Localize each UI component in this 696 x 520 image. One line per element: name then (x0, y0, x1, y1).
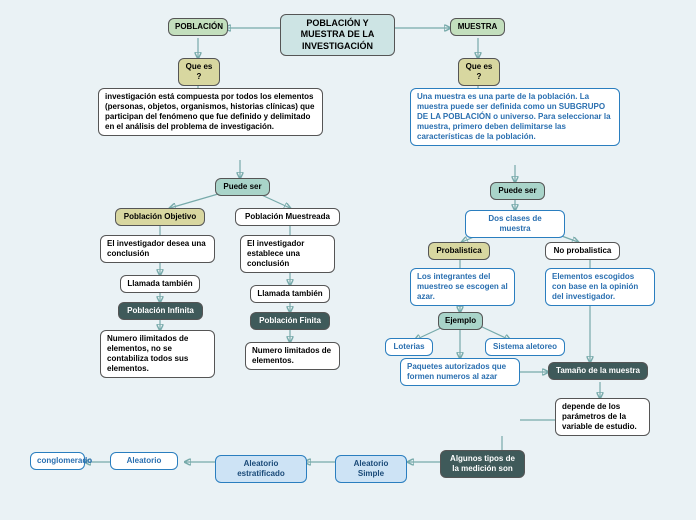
pob-infinita: Población Infinita (118, 302, 203, 320)
pob-muestreada: Población Muestreada (235, 208, 340, 226)
muestra-def: Una muestra es una parte de la población… (410, 88, 620, 146)
noprob-desc: Elementos escogidos con base en la opini… (545, 268, 655, 306)
poblacion-puede: Puede ser (215, 178, 270, 196)
muestra-que: Que es ? (458, 58, 500, 86)
loterias: Loterias (385, 338, 433, 356)
root-title: POBLACIÓN Y MUESTRA DE LA INVESTIGACIÓN (280, 14, 395, 56)
tamano-muestra: Tamaño de la muestra (548, 362, 648, 380)
pob-finita: Población Finita (250, 312, 330, 330)
poblacion-def: investigación está compuesta por todos l… (98, 88, 323, 136)
aleatorio-label: Aleatorio (110, 452, 178, 470)
poblacion-node: POBLACIÓN (168, 18, 228, 36)
pob-obj-desc: El investigador desea una conclusión (100, 235, 215, 263)
pob-mue-desc: El investigador establece una conclusión (240, 235, 335, 273)
poblacion-que: Que es ? (178, 58, 220, 86)
paquetes: Paquetes autorizados que formen numeros … (400, 358, 520, 386)
dos-clases: Dos clases de muestra (465, 210, 565, 238)
aleatorio-estratificado: Aleatorio estratificado (215, 455, 307, 483)
aleatorio-simple: Aleatorio Simple (335, 455, 407, 483)
pob-inf-det: Numero ilimitados de elementos, no se co… (100, 330, 215, 378)
ejemplo: Ejemplo (438, 312, 483, 330)
conglomerado: conglomerado (30, 452, 85, 470)
muestra-node: MUESTRA (450, 18, 505, 36)
pob-fin-det: Numero limitados de elementos. (245, 342, 340, 370)
prob-desc: Los integrantes del muestreo se escogen … (410, 268, 515, 306)
no-probalistica: No probalistica (545, 242, 620, 260)
muestra-puede: Puede ser (490, 182, 545, 200)
probalistica: Probalistica (428, 242, 490, 260)
pob-mue-llamada: Llamada también (250, 285, 330, 303)
pob-obj-llamada: Llamada también (120, 275, 200, 293)
sistema-aleatorio: Sistema aletoreo (485, 338, 565, 356)
tamano-depende: depende de los parámetros de la variable… (555, 398, 650, 436)
tipos-medicion: Algunos tipos de la medición son (440, 450, 525, 478)
pob-objetivo: Población Objetivo (115, 208, 205, 226)
